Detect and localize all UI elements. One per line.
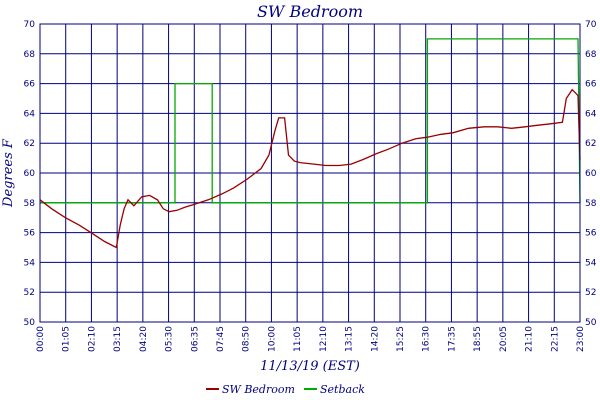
x-tick-label: 00:00 xyxy=(36,326,46,352)
plot-frame xyxy=(39,23,581,323)
y-tick-label-right: 60 xyxy=(585,169,597,179)
grid xyxy=(40,24,580,322)
y-tick-label-left: 52 xyxy=(24,288,35,298)
x-tick-label: 02:10 xyxy=(87,326,97,352)
x-tick-label: 01:05 xyxy=(62,326,72,352)
y-tick-label-left: 58 xyxy=(24,199,36,209)
x-tick-label: 17:35 xyxy=(447,326,457,352)
y-tick-label-left: 62 xyxy=(24,139,35,149)
x-tick-label: 04:20 xyxy=(139,326,149,352)
y-tick-label-left: 68 xyxy=(24,50,36,60)
legend-label: SW Bedroom xyxy=(222,383,295,396)
x-tick-label: 20:05 xyxy=(499,326,509,352)
y-tick-labels-right: 50 52 54 56 58 60 62 64 66 68 70 xyxy=(585,20,597,328)
y-tick-label-left: 60 xyxy=(24,169,36,179)
x-axis-label: 11/13/19 (EST) xyxy=(260,359,360,374)
y-tick-label-right: 62 xyxy=(585,139,596,149)
x-tick-label: 22:15 xyxy=(550,326,560,352)
y-tick-label-right: 70 xyxy=(585,20,597,30)
x-tick-label: 03:15 xyxy=(113,326,123,352)
y-tick-labels-left: 50 52 54 56 58 60 62 64 66 68 70 xyxy=(24,20,36,328)
y-tick-label-right: 68 xyxy=(585,50,597,60)
legend-label: Setback xyxy=(320,383,365,396)
x-tick-label: 06:35 xyxy=(190,326,200,352)
y-tick-label-left: 66 xyxy=(24,80,36,90)
x-tick-labels: 00:00 01:05 02:10 03:15 04:20 05:30 06:35 07:45… xyxy=(36,326,586,352)
x-tick-label: 14:20 xyxy=(370,326,380,352)
y-axis-label: Degrees F xyxy=(1,138,16,208)
y-tick-label-left: 56 xyxy=(24,229,36,239)
y-tick-label-left: 64 xyxy=(24,109,36,119)
y-tick-label-right: 52 xyxy=(585,288,596,298)
series-line-setback xyxy=(40,38,581,204)
y-tick-label-right: 58 xyxy=(585,199,597,209)
legend: SW Bedroom Setback xyxy=(206,383,365,396)
x-tick-label: 15:25 xyxy=(396,326,406,352)
y-tick-label-right: 56 xyxy=(585,229,597,239)
x-tick-label: 16:30 xyxy=(422,326,432,352)
x-tick-label: 21:10 xyxy=(525,326,535,352)
series-layer xyxy=(39,38,581,249)
series-line-sw-bedroom xyxy=(39,88,581,249)
chart-title: SW Bedroom xyxy=(257,2,363,21)
x-tick-label: 10:00 xyxy=(267,326,277,352)
y-tick-label-left: 70 xyxy=(24,20,36,30)
y-tick-label-left: 50 xyxy=(24,318,36,328)
x-tick-label: 08:50 xyxy=(242,326,252,352)
x-tick-label: 12:10 xyxy=(319,326,329,352)
x-tick-label: 05:30 xyxy=(165,326,175,352)
x-tick-label: 07:45 xyxy=(216,326,226,352)
x-tick-label: 13:15 xyxy=(345,326,355,352)
x-tick-label: 11:05 xyxy=(293,326,303,352)
x-tick-label: 23:00 xyxy=(576,326,586,352)
y-tick-label-right: 66 xyxy=(585,80,597,90)
x-tick-label: 18:55 xyxy=(473,326,483,352)
y-tick-label-right: 50 xyxy=(585,318,597,328)
y-tick-label-left: 54 xyxy=(24,258,36,268)
y-tick-label-right: 64 xyxy=(585,109,597,119)
y-tick-label-right: 54 xyxy=(585,258,597,268)
